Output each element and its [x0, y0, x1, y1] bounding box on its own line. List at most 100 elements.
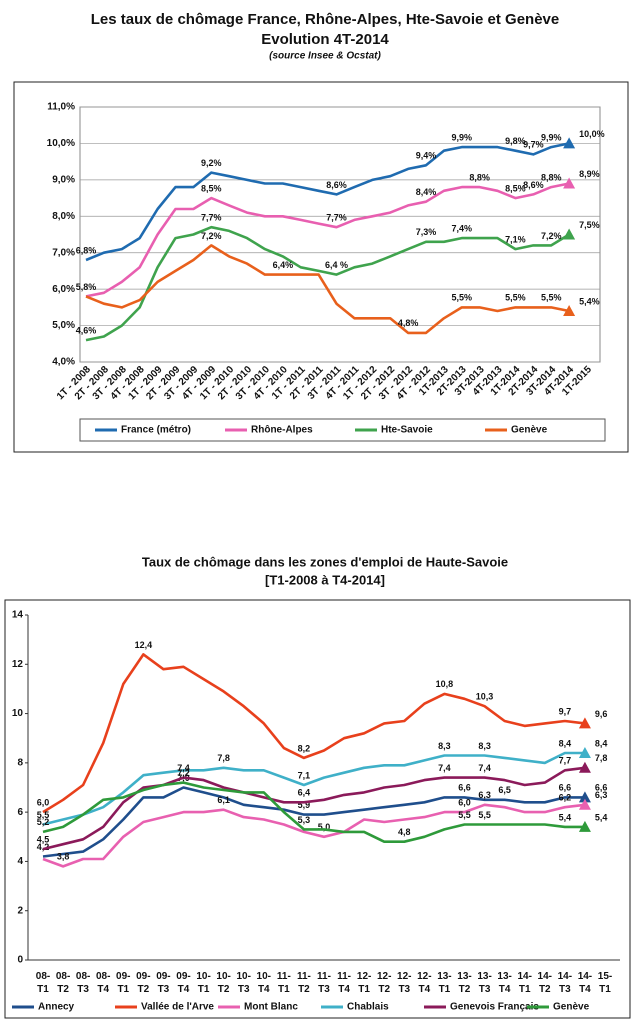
data-label: 12,4: [135, 640, 153, 650]
data-label: 8,4: [559, 738, 572, 748]
end-marker: [578, 761, 591, 773]
data-label: 7,7%: [326, 213, 347, 223]
legend-label: Hte-Savoie: [381, 425, 433, 436]
x-tick-label: 10-T2: [216, 971, 230, 995]
y-tick-label: 14: [12, 610, 24, 621]
data-label: 10,3: [476, 692, 494, 702]
data-label: 9,6: [595, 709, 608, 719]
x-tick-label: 13-T1: [437, 971, 451, 995]
data-label: 6,4%: [273, 260, 294, 270]
series-line: [42, 781, 585, 843]
data-label: 6,8%: [76, 245, 97, 255]
end-marker: [563, 137, 576, 149]
x-tick-label: 11-T2: [297, 971, 311, 995]
series-line: [42, 653, 586, 814]
end-marker: [563, 228, 576, 240]
end-marker: [578, 747, 591, 758]
x-tick-label: 15-T1: [598, 971, 612, 995]
data-label: 7,3%: [416, 227, 437, 237]
data-label: 6,0: [458, 798, 471, 808]
legend-label: Genève: [553, 1002, 590, 1013]
end-marker: [578, 791, 591, 803]
y-tick-label: 6,0%: [52, 284, 75, 295]
y-tick-label: 12: [12, 659, 24, 670]
data-label: 6,1: [217, 795, 230, 805]
x-tick-label: 10-T3: [236, 971, 250, 995]
data-label: 6,2: [559, 793, 572, 803]
data-label: 8,6%: [326, 180, 347, 190]
x-tick-label: 09-T3: [156, 971, 170, 995]
data-label: 5,5: [478, 810, 491, 820]
series-line: [85, 244, 570, 335]
data-label: 9,8%: [505, 136, 526, 146]
data-label: 7,2%: [201, 231, 222, 241]
y-tick-label: 7,0%: [52, 247, 75, 258]
legend-label: Annecy: [38, 1002, 75, 1013]
data-label: 7,4%: [451, 224, 472, 234]
data-label: 8,4: [595, 738, 608, 748]
data-label: 6,3: [595, 790, 608, 800]
x-tick-label: 10-T1: [196, 971, 210, 995]
data-label: 8,5%: [201, 183, 222, 193]
data-label: 4,6%: [76, 326, 97, 336]
data-label: 8,6%: [523, 180, 544, 190]
y-tick-label: 0: [17, 955, 23, 966]
data-label: 5,5%: [505, 293, 526, 303]
x-tick-label: 14-T3: [558, 971, 572, 995]
data-label: 4,2: [37, 842, 50, 852]
x-tick-label: 14-T1: [517, 971, 531, 995]
data-label: 5,4%: [579, 296, 600, 306]
data-label: 7,8: [595, 753, 608, 763]
series-line: [85, 225, 570, 342]
legend-label: Vallée de l'Arve: [141, 1002, 214, 1013]
series-line: [85, 182, 570, 298]
data-label: 7,2%: [541, 231, 562, 241]
x-tick-label: 12-T1: [357, 971, 371, 995]
data-label: 9,7%: [523, 140, 544, 150]
end-marker: [578, 717, 591, 729]
data-label: 10,8: [436, 679, 454, 689]
data-label: 9,9%: [451, 132, 472, 142]
x-tick-label: 12-T2: [377, 971, 391, 995]
data-label: 6,6: [458, 783, 471, 793]
data-label: 5,5%: [451, 293, 472, 303]
data-label: 5,4: [595, 812, 608, 822]
data-label: 4,8: [398, 827, 411, 837]
data-label: 7,2: [177, 768, 190, 778]
data-label: 5,8%: [76, 282, 97, 292]
data-label: 5,0: [318, 822, 331, 832]
end-marker: [563, 305, 576, 316]
data-label: 5,9: [298, 800, 311, 810]
x-tick-label: 09-T2: [136, 971, 150, 995]
y-tick-label: 2: [17, 905, 23, 916]
x-tick-label: 09-T4: [176, 971, 190, 995]
legend-label: Genève: [511, 425, 548, 436]
chart-subtitle: [T1-2008 à T4-2014]: [265, 572, 385, 587]
y-tick-label: 8,0%: [52, 211, 75, 222]
data-label: 8,3: [478, 741, 491, 751]
data-label: 9,4%: [416, 151, 437, 161]
x-tick-label: 11-T3: [317, 971, 331, 995]
data-label: 3,8: [57, 852, 70, 862]
y-tick-label: 9,0%: [52, 174, 75, 185]
data-label: 6,5: [498, 785, 511, 795]
legend-label: Rhône-Alpes: [251, 425, 313, 436]
series-line: [42, 803, 586, 868]
data-label: 6,6: [595, 783, 608, 793]
legend-label: Genevois Français: [450, 1002, 539, 1013]
data-label: 9,2%: [201, 158, 222, 168]
chart-title: Taux de chômage dans les zones d'emploi …: [142, 554, 508, 569]
data-label: 7,4: [478, 763, 491, 773]
data-label: 6,4: [298, 788, 311, 798]
y-tick-label: 10,0%: [47, 138, 75, 149]
chart-title: Les taux de chômage France, Rhône-Alpes,…: [91, 11, 559, 28]
data-label: 7,1%: [505, 234, 526, 244]
data-label: 7,8: [217, 753, 230, 763]
data-label: 4,8%: [398, 318, 419, 328]
x-tick-label: 13-T4: [497, 971, 511, 995]
data-label: 7,4: [177, 763, 190, 773]
data-label: 5,5%: [541, 293, 562, 303]
data-label: 7,4: [438, 763, 451, 773]
x-tick-label: 12-T4: [417, 971, 431, 995]
